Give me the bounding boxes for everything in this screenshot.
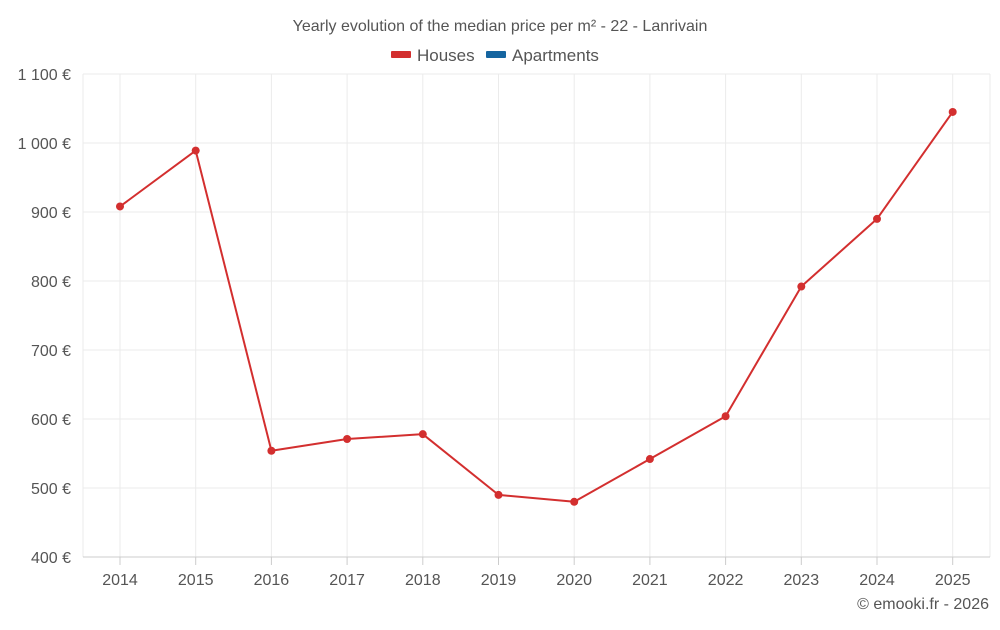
y-tick-label: 1 100 €	[18, 67, 71, 84]
legend-item-houses[interactable]: Houses	[391, 46, 475, 65]
x-tick-label: 2022	[708, 572, 744, 589]
y-tick-label: 700 €	[31, 343, 71, 360]
legend: Houses Apartments	[391, 46, 599, 65]
data-point-houses-2025[interactable]	[948, 107, 957, 116]
data-point-houses-2021[interactable]	[645, 455, 654, 464]
x-tick-label: 2014	[102, 572, 138, 589]
x-tick-label: 2016	[254, 572, 290, 589]
data-point-houses-2016[interactable]	[267, 446, 276, 455]
x-tick-label: 2015	[178, 572, 214, 589]
y-tick-label: 800 €	[31, 274, 71, 291]
data-point-houses-2015[interactable]	[191, 146, 200, 155]
x-tick-label: 2023	[784, 572, 820, 589]
legend-label-houses: Houses	[417, 46, 475, 65]
legend-label-apartments: Apartments	[512, 46, 599, 65]
grid	[82, 73, 991, 558]
data-point-houses-2018[interactable]	[418, 430, 427, 439]
x-tick-label: 2020	[556, 572, 592, 589]
y-tick-label: 1 000 €	[18, 136, 71, 153]
chart-title: Yearly evolution of the median price per…	[293, 18, 708, 35]
y-tick-label: 400 €	[31, 550, 71, 567]
y-tick-label: 500 €	[31, 481, 71, 498]
legend-swatch-houses	[391, 51, 411, 58]
y-tick-label: 600 €	[31, 412, 71, 429]
data-point-houses-2020[interactable]	[570, 497, 579, 506]
x-tick-label: 2017	[329, 572, 365, 589]
x-tick-label: 2025	[935, 572, 971, 589]
x-tick-label: 2021	[632, 572, 668, 589]
data-point-houses-2019[interactable]	[494, 490, 503, 499]
legend-swatch-apartments	[486, 51, 506, 58]
data-point-houses-2014[interactable]	[116, 202, 124, 211]
data-point-houses-2017[interactable]	[343, 435, 352, 444]
x-tick-label: 2019	[481, 572, 517, 589]
series-layer	[116, 107, 957, 506]
y-tick-label: 900 €	[31, 205, 71, 222]
data-point-houses-2024[interactable]	[873, 214, 881, 223]
x-tick-label: 2018	[405, 572, 441, 589]
legend-item-apartments[interactable]: Apartments	[486, 46, 599, 65]
data-point-houses-2023[interactable]	[797, 282, 806, 291]
copyright-credit: © emooki.fr - 2026	[857, 596, 989, 613]
series-line-houses	[119, 111, 954, 503]
x-tick-label: 2024	[859, 572, 895, 589]
axes: 400 € 500 € 600 € 700 € 800 € 900 € 1 000 € 1 1…	[18, 67, 990, 589]
data-point-houses-2022[interactable]	[721, 412, 730, 421]
